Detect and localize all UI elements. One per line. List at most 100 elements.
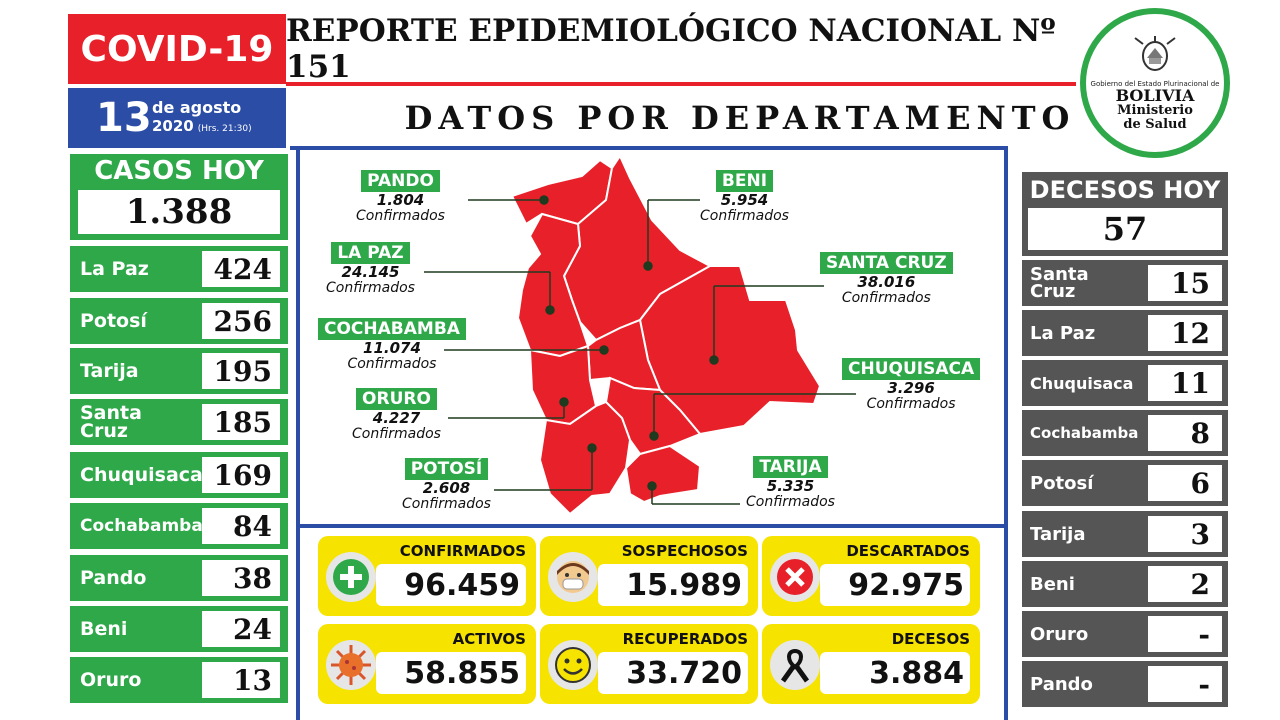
department-label: PANDO	[361, 170, 440, 192]
deaths-row: Tarija 3	[1022, 511, 1228, 557]
ministry-logo: Gobierno del Estado Plurinacional de BOL…	[1080, 8, 1230, 158]
covid-banner: COVID-19	[68, 14, 286, 84]
cases-value: 169	[202, 457, 280, 493]
virus-icon	[326, 640, 376, 690]
deaths-value: 3	[1148, 516, 1222, 552]
cases-row: Oruro 13	[70, 657, 288, 703]
department-label: LA PAZ	[331, 242, 410, 264]
deaths-value: 12	[1148, 315, 1222, 351]
department-label: CHUQUISACA	[842, 358, 981, 380]
map-label-cochabamba: COCHABAMBA 11.074 Confirmados	[318, 318, 466, 372]
cases-row: Santa Cruz 185	[70, 399, 288, 445]
map-frame-left	[296, 146, 300, 720]
map-label-la-paz: LA PAZ 24.145 Confirmados	[326, 242, 415, 296]
department-name: Tarija	[80, 360, 139, 382]
department-name: Chuquisaca	[80, 464, 203, 486]
summary-card-descartados: DESCARTADOS 92.975	[762, 536, 980, 616]
summary-card-decesos: DECESOS 3.884	[762, 624, 980, 704]
confirmed-label: Confirmados	[347, 356, 437, 372]
date-hours: (Hrs. 21:30)	[197, 123, 252, 134]
map-cochabamba	[586, 318, 662, 392]
summary-title: CONFIRMADOS	[399, 542, 526, 560]
confirmed-label: Confirmados	[866, 396, 956, 412]
deaths-value: -	[1148, 666, 1222, 702]
map-label-potosi: POTOSÍ 2.608 Confirmados	[402, 458, 491, 512]
summary-card-activos: ACTIVOS 58.855	[318, 624, 536, 704]
department-confirmed: 5.335	[766, 477, 815, 495]
department-confirmed: 1.804	[376, 191, 425, 209]
department-confirmed: 2.608	[422, 479, 471, 497]
map-label-chuquisaca: CHUQUISACA 3.296 Confirmados	[842, 358, 981, 412]
map-frame-right	[1004, 146, 1008, 720]
deaths-row: Potosí 6	[1022, 460, 1228, 506]
department-label: COCHABAMBA	[318, 318, 466, 340]
deaths-value: 2	[1148, 566, 1222, 602]
summary-title: DECESOS	[891, 630, 970, 648]
cases-value: 13	[202, 662, 280, 698]
map-label-santa-cruz: SANTA CRUZ 38.016 Confirmados	[820, 252, 953, 306]
date-day: 13	[96, 95, 152, 141]
deaths-value: 6	[1148, 465, 1222, 501]
department-name: La Paz	[1030, 322, 1096, 344]
logo-country: BOLIVIA	[1115, 86, 1195, 105]
date-month: de agosto	[152, 97, 242, 117]
summary-title: ACTIVOS	[452, 630, 526, 648]
summary-value: 96.459	[376, 564, 526, 606]
confirmed-label: Confirmados	[356, 208, 445, 224]
deaths-row: Chuquisaca 11	[1022, 360, 1228, 406]
cases-value: 256	[202, 303, 280, 339]
map-label-beni: BENI 5.954 Confirmados	[700, 170, 789, 224]
cases-row: Pando 38	[70, 555, 288, 601]
department-name: Cochabamba	[80, 516, 203, 536]
report-date: 13 de agosto 2020 (Hrs. 21:30)	[68, 88, 286, 148]
cases-row: Tarija 195	[70, 348, 288, 394]
section-title: DATOS POR DEPARTAMENTO	[404, 99, 1076, 137]
confirmed-label: Confirmados	[700, 208, 789, 224]
cases-row: Cochabamba 84	[70, 503, 288, 549]
deaths-row: Pando -	[1022, 661, 1228, 707]
department-label: SANTA CRUZ	[820, 252, 953, 274]
deaths-value: -	[1148, 616, 1222, 652]
date-year: 2020	[152, 116, 194, 135]
department-confirmed: 4.227	[372, 409, 421, 427]
map-frame-bottom	[300, 524, 1006, 528]
plus-icon	[326, 552, 376, 602]
confirmed-label: Confirmados	[746, 494, 835, 510]
cases-row: Chuquisaca 169	[70, 452, 288, 498]
deaths-today-panel: DECESOS HOY 57	[1022, 172, 1228, 256]
department-name: Pando	[1030, 673, 1093, 695]
department-name: Santa Cruz	[80, 402, 142, 442]
deaths-value: 15	[1148, 265, 1222, 301]
summary-title: DESCARTADOS	[846, 542, 970, 560]
summary-card-recuperados: RECUPERADOS 33.720	[540, 624, 758, 704]
department-confirmed: 38.016	[857, 273, 916, 291]
department-name: Cochabamba	[1030, 423, 1139, 442]
cases-today-title: CASOS HOY	[94, 156, 264, 186]
deaths-today-title: DECESOS HOY	[1029, 176, 1221, 204]
cases-value: 195	[202, 353, 280, 389]
report-title: REPORTE EPIDEMIOLÓGICO NACIONAL Nº 151	[286, 13, 1066, 85]
department-name: Chuquisaca	[1030, 373, 1134, 393]
department-confirmed: 3.296	[887, 379, 935, 397]
cases-today-panel: CASOS HOY 1.388	[70, 154, 288, 240]
department-confirmed: 11.074	[363, 339, 421, 357]
section-divider	[290, 146, 1006, 150]
cases-row: La Paz 424	[70, 246, 288, 292]
cases-value: 185	[202, 404, 280, 440]
cases-value: 84	[202, 508, 280, 544]
department-confirmed: 24.145	[341, 263, 400, 281]
summary-card-sospechosos: SOSPECHOSOS 15.989	[540, 536, 758, 616]
deaths-row: Oruro -	[1022, 611, 1228, 657]
department-name: Potosí	[80, 310, 147, 332]
cases-today-total: 1.388	[78, 190, 280, 234]
summary-card-confirmados: CONFIRMADOS 96.459	[318, 536, 536, 616]
deaths-row: Beni 2	[1022, 561, 1228, 607]
cases-value: 38	[202, 560, 280, 596]
smiley-icon	[548, 640, 598, 690]
summary-value: 33.720	[598, 652, 748, 694]
department-name: Santa Cruz	[1030, 264, 1089, 302]
department-name: Pando	[80, 567, 147, 589]
department-name: Beni	[80, 618, 128, 640]
masked-face-icon	[548, 552, 598, 602]
cases-row: Potosí 256	[70, 298, 288, 344]
